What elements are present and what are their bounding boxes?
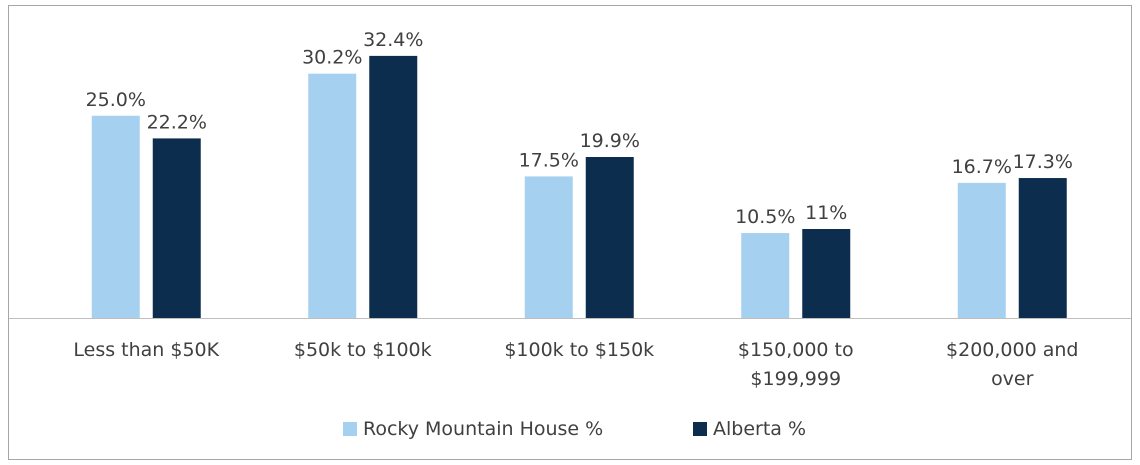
data-label: 32.4%	[363, 29, 423, 51]
bar	[152, 138, 201, 318]
bar	[741, 233, 790, 318]
bar	[369, 55, 418, 318]
legend-item: Alberta %	[693, 418, 806, 440]
bar	[308, 73, 357, 318]
data-label: 25.0%	[86, 89, 146, 111]
data-label: 10.5%	[735, 206, 795, 228]
data-label: 30.2%	[302, 47, 362, 69]
data-label: 17.5%	[519, 149, 579, 171]
bar	[802, 229, 851, 318]
bar	[957, 182, 1006, 318]
chart-border	[8, 5, 1132, 460]
data-label: 22.2%	[147, 111, 207, 133]
x-tick-label: $200,000 and over	[946, 339, 1079, 390]
legend-swatch	[693, 422, 707, 436]
legend-item: Rocky Mountain House %	[343, 418, 603, 440]
legend-label: Rocky Mountain House %	[363, 418, 604, 440]
bar	[1018, 178, 1067, 318]
x-tick-label: $100k to $150k	[504, 339, 655, 361]
x-tick-label: $50k to $100k	[293, 339, 432, 361]
data-label: 11%	[805, 202, 847, 224]
bar	[524, 176, 573, 318]
data-label: 17.3%	[1013, 151, 1073, 173]
data-label: 19.9%	[580, 130, 640, 152]
legend-label: Alberta %	[713, 418, 807, 440]
data-label: 16.7%	[952, 156, 1012, 178]
x-tick-label: Less than $50K	[73, 339, 220, 361]
x-tick-label: $150,000 to $199,999	[737, 339, 854, 390]
bar	[585, 157, 634, 318]
bar	[91, 115, 140, 318]
legend-swatch	[343, 422, 357, 436]
